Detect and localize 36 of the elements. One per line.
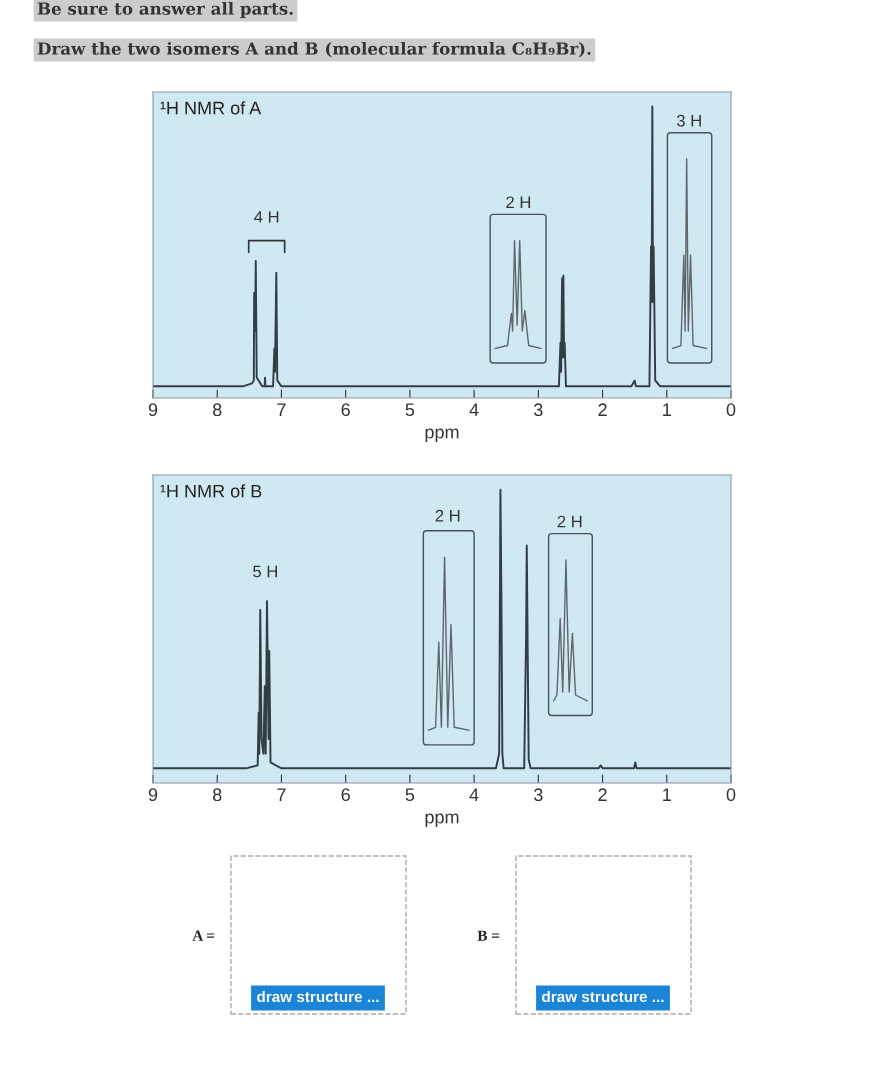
- x-tick-label: 8: [212, 403, 222, 417]
- x-tick-label: 5: [405, 788, 415, 802]
- x-tick-label: 7: [277, 788, 286, 801]
- text: Be sure to answer all parts.: [37, 1, 293, 19]
- x-tick-label: 2: [598, 403, 607, 416]
- x-tick-label: 9: [148, 788, 158, 802]
- chart-title: ¹H NMR of A: [160, 101, 262, 115]
- x-tick-label: 6: [341, 403, 350, 417]
- x-tick-label: 0: [726, 403, 736, 417]
- x-tick-label: 9: [148, 403, 158, 417]
- x-tick-label: 1: [663, 403, 671, 416]
- annotation: 2 H: [557, 515, 582, 528]
- x-tick-label: 3: [534, 788, 543, 802]
- chart-title: ¹H NMR of B: [160, 484, 262, 498]
- text: Draw the two isomers A and B (molecular formula C₈H₉Br).: [37, 41, 591, 58]
- x-axis-title: ppm: [425, 428, 459, 443]
- text: draw structure ...: [542, 990, 664, 1003]
- x-tick-label: 7: [277, 403, 286, 416]
- annotation: 4 H: [254, 211, 279, 223]
- annotation: 3 H: [676, 114, 701, 127]
- x-tick-label: 8: [212, 788, 222, 802]
- x-tick-label: 0: [726, 788, 736, 802]
- x-tick-label: 5: [405, 403, 415, 417]
- text: draw structure ...: [257, 990, 379, 1003]
- annotation: 2 H: [435, 509, 460, 522]
- x-tick-label: 1: [663, 788, 671, 801]
- x-tick-label: 6: [341, 788, 350, 802]
- text: B =: [477, 930, 500, 941]
- x-tick-label: 2: [598, 788, 607, 801]
- annotation: 5 H: [253, 565, 277, 578]
- x-axis-title: ppm: [425, 813, 459, 828]
- text: A =: [192, 930, 215, 941]
- x-tick-label: 4: [469, 403, 479, 416]
- x-tick-label: 3: [534, 403, 543, 417]
- x-tick-label: 4: [469, 788, 479, 801]
- annotation: 2 H: [506, 196, 531, 209]
